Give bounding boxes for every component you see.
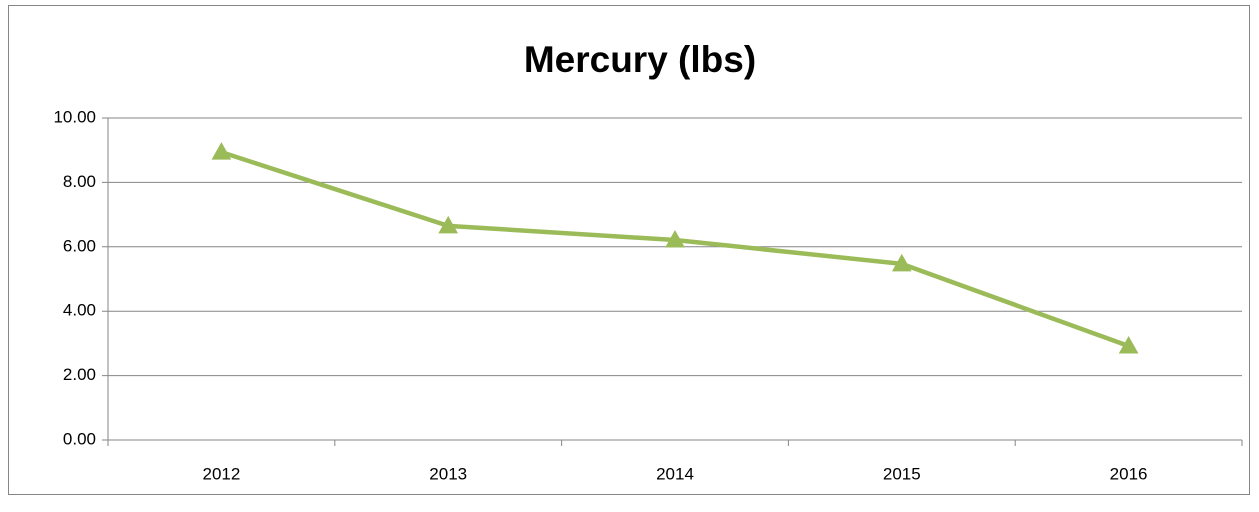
x-tick-label: 2012	[202, 464, 240, 483]
y-tick-label: 10.00	[53, 107, 96, 126]
y-tick-label: 4.00	[63, 301, 96, 320]
y-tick-label: 0.00	[63, 429, 96, 448]
x-tick-label: 2014	[656, 464, 694, 483]
marker	[1118, 335, 1139, 354]
x-tick-label: 2016	[1110, 464, 1148, 483]
marker	[665, 230, 685, 248]
chart-title: Mercury (lbs)	[524, 39, 756, 80]
x-tick-label: 2015	[883, 464, 921, 483]
y-tick-label: 2.00	[63, 365, 96, 384]
y-tick-label: 6.00	[63, 236, 96, 255]
y-tick-label: 8.00	[63, 172, 96, 191]
marker	[211, 142, 232, 160]
x-tick-label: 2013	[429, 464, 467, 483]
marker	[891, 253, 912, 272]
chart-border	[8, 5, 1250, 495]
marker	[438, 215, 459, 234]
